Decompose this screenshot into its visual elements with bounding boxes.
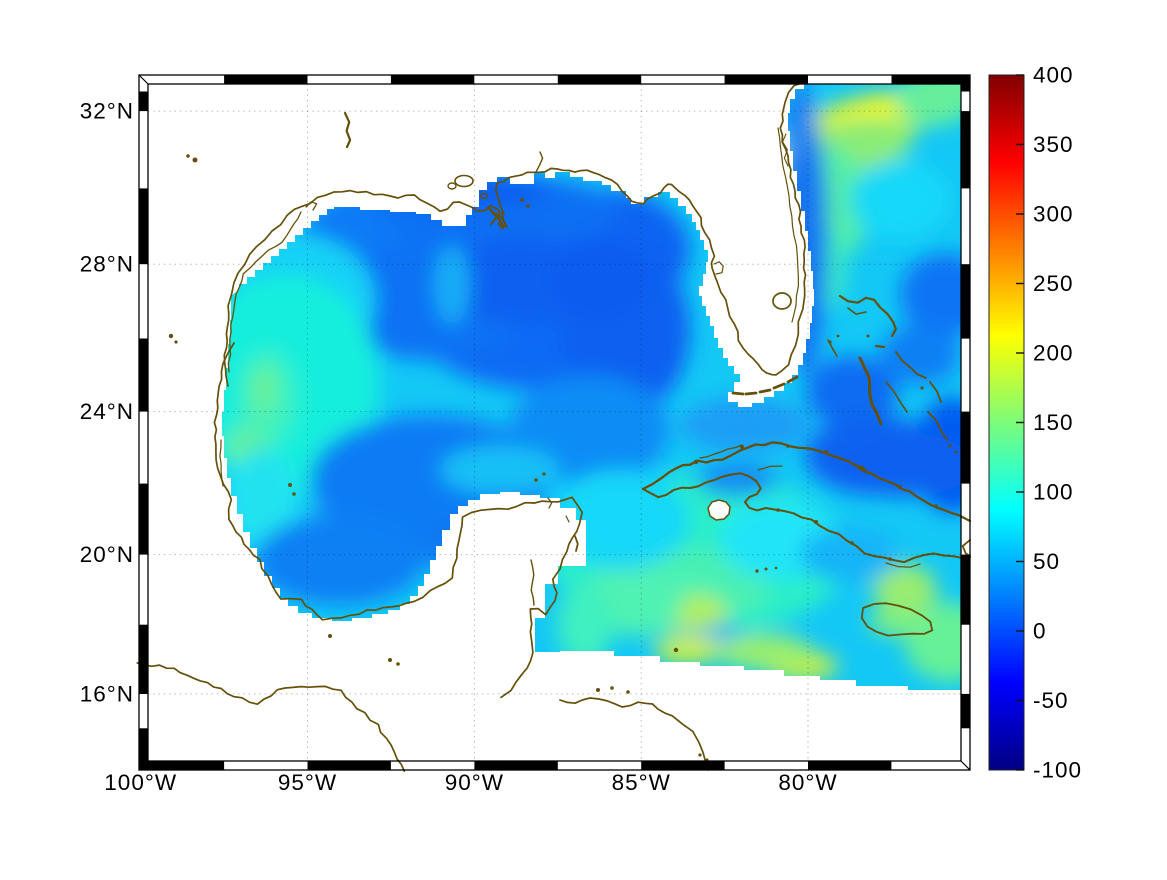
svg-text:-100: -100 [1033,758,1082,783]
svg-text:80°W: 80°W [778,770,837,795]
svg-text:32°N: 32°N [80,99,134,124]
svg-text:95°W: 95°W [278,770,337,795]
svg-text:85°W: 85°W [612,770,671,795]
svg-text:50: 50 [1033,549,1060,574]
svg-text:400: 400 [1033,63,1074,88]
svg-text:350: 350 [1033,132,1074,157]
svg-text:100°W: 100°W [104,770,177,795]
svg-text:100: 100 [1033,480,1074,505]
svg-text:300: 300 [1033,202,1074,227]
svg-text:150: 150 [1033,410,1074,435]
svg-text:-50: -50 [1033,688,1069,713]
svg-text:200: 200 [1033,341,1074,366]
svg-text:250: 250 [1033,271,1074,296]
svg-text:90°W: 90°W [445,770,504,795]
svg-text:24°N: 24°N [80,399,134,424]
svg-text:0: 0 [1033,619,1047,644]
svg-text:20°N: 20°N [80,542,134,567]
svg-text:16°N: 16°N [80,681,134,706]
svg-text:28°N: 28°N [80,252,134,277]
